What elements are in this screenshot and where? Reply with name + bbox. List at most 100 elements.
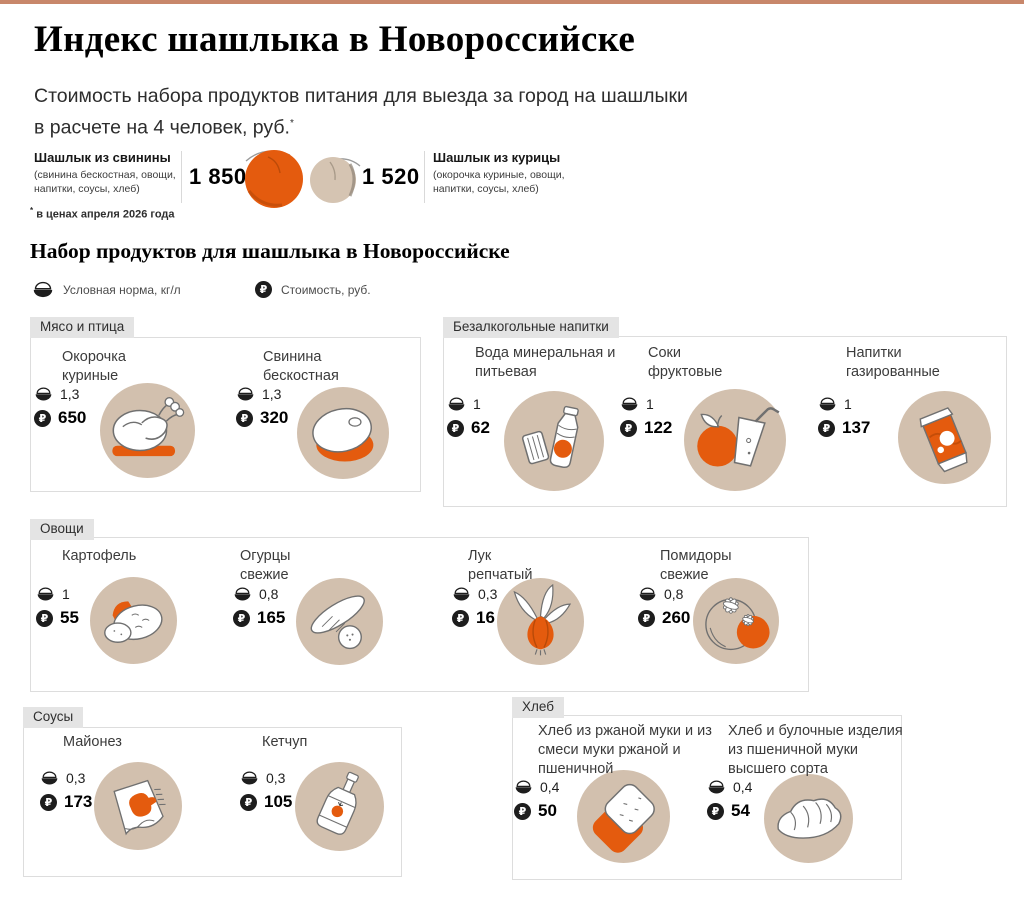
product-name: Помидоры свежие — [660, 548, 732, 583]
ruble-icon: ₽ — [36, 609, 53, 627]
norm-bowl-icon — [241, 771, 258, 785]
pork-shashlik-title: Шашлык из свинины — [34, 150, 171, 165]
juice-icon — [684, 389, 786, 491]
product-price: 650 — [58, 408, 87, 427]
page-title: Индекс шашлыка в Новороссийске — [34, 19, 636, 60]
product-illustration — [693, 578, 779, 664]
product-name: Напитки газированные — [846, 345, 940, 380]
price-row: ₽ 50 — [514, 801, 559, 821]
chicken-shashlik-composition: (окорочка куриные, овощи, напитки, соусы… — [433, 169, 565, 195]
norm-bowl-icon — [234, 587, 251, 601]
pork-bubble-icon — [245, 150, 303, 208]
norm-row: 1 — [818, 394, 870, 414]
norm-row: 1 — [36, 584, 79, 604]
pork-shashlik-label: Шашлык из свинины (свинина бескостная, о… — [34, 150, 184, 196]
norm-bowl-icon — [639, 587, 656, 601]
price-row: ₽ 54 — [707, 801, 752, 821]
product-name: Кетчуп — [262, 734, 308, 750]
pork-icon — [297, 387, 389, 479]
product-price: 137 — [842, 418, 871, 437]
norm-row: 0,4 — [707, 777, 752, 797]
product-stats: 1 ₽ 122 — [620, 394, 672, 442]
product-name: Огурцы свежие — [240, 548, 291, 583]
product-price: 62 — [471, 418, 490, 437]
chicken-shashlik-value: 1 520 — [362, 164, 420, 189]
ruble-icon: ₽ — [447, 419, 464, 437]
subtitle-line2: в расчете на 4 человек, руб. — [34, 116, 290, 139]
product-stats: 0,3 ₽ 173 — [40, 768, 92, 816]
norm-bowl-icon — [41, 771, 58, 785]
product-price: 173 — [64, 792, 93, 811]
product-norm: 1,3 — [262, 386, 282, 402]
pork-price-bubble — [242, 143, 308, 216]
chicken-bubble-icon — [310, 157, 361, 203]
ruble-icon: ₽ — [40, 793, 57, 811]
product-name: Майонез — [63, 734, 122, 750]
product-stats: 1,3 ₽ 650 — [34, 384, 86, 432]
product-price: 16 — [476, 608, 495, 627]
subtitle: Стоимость набора продуктов питания для в… — [34, 82, 688, 142]
norm-bowl-icon — [33, 281, 53, 298]
product-name: Вода минеральная и питьевая — [475, 345, 616, 380]
norm-row: 0,8 — [638, 584, 690, 604]
product-illustration — [577, 770, 670, 863]
product-norm: 1,3 — [60, 386, 80, 402]
product-illustration — [898, 391, 991, 484]
onion-icon — [497, 578, 584, 665]
ruble-icon: ₽ — [240, 793, 257, 811]
product-stats: 0,4 ₽ 50 — [514, 777, 559, 825]
tomato-icon — [693, 578, 779, 664]
product-illustration — [297, 387, 389, 479]
ruble-icon: ₽ — [233, 609, 250, 627]
product-illustration — [684, 389, 786, 491]
product-name: Хлеб из ржаной муки и из смеси муки ржан… — [538, 723, 712, 777]
subtitle-line1: Стоимость набора продуктов питания для в… — [34, 85, 688, 107]
product-illustration — [90, 577, 177, 664]
norm-row: 0,8 — [233, 584, 285, 604]
divider — [181, 151, 182, 203]
product-price: 50 — [538, 801, 557, 820]
ruble-icon: ₽ — [707, 802, 724, 820]
chicken-shashlik-label: Шашлык из курицы (окорочка куриные, овощ… — [433, 150, 583, 196]
norm-row: 1,3 — [34, 384, 86, 404]
norm-bowl-icon — [515, 780, 532, 794]
legend-price: ₽ Стоимость, руб. — [255, 281, 371, 298]
price-row: ₽ 260 — [638, 608, 690, 628]
chicken-price-bubble — [308, 152, 364, 211]
product-illustration — [764, 774, 853, 863]
product-price: 105 — [264, 792, 293, 811]
product-stats: 1,3 ₽ 320 — [236, 384, 288, 432]
cucumber-icon — [296, 578, 383, 665]
section-tab-sauces: Соусы — [23, 707, 84, 728]
pork-shashlik-composition: (свинина бескостная, овощи, напитки, соу… — [34, 169, 176, 195]
norm-row: 1 — [447, 394, 490, 414]
product-name: Соки фруктовые — [648, 345, 723, 380]
norm-bowl-icon — [819, 397, 836, 411]
product-price: 165 — [257, 608, 286, 627]
rye-bread-icon — [577, 770, 670, 863]
product-illustration — [504, 391, 604, 491]
product-norm: 0,4 — [540, 779, 560, 795]
norm-row: 1,3 — [236, 384, 288, 404]
product-norm: 0,3 — [266, 770, 286, 786]
white-bread-icon — [764, 774, 853, 863]
ruble-icon: ₽ — [236, 409, 253, 427]
product-illustration — [296, 578, 383, 665]
product-price: 320 — [260, 408, 289, 427]
product-norm: 1 — [844, 396, 852, 412]
product-price: 54 — [731, 801, 750, 820]
price-row: ₽ 173 — [40, 792, 92, 812]
price-row: ₽ 122 — [620, 418, 672, 438]
legend-price-label: Стоимость, руб. — [281, 282, 371, 297]
ruble-icon: ₽ — [255, 281, 272, 298]
product-name: Свинина бескостная — [263, 349, 339, 384]
section-tab-meat: Мясо и птица — [30, 317, 135, 338]
price-row: ₽ 16 — [452, 608, 497, 628]
product-stats: 0,3 ₽ 16 — [452, 584, 497, 632]
ruble-icon: ₽ — [818, 419, 835, 437]
norm-bowl-icon — [621, 397, 638, 411]
product-price: 122 — [644, 418, 673, 437]
price-row: ₽ 62 — [447, 418, 490, 438]
divider — [424, 151, 425, 203]
